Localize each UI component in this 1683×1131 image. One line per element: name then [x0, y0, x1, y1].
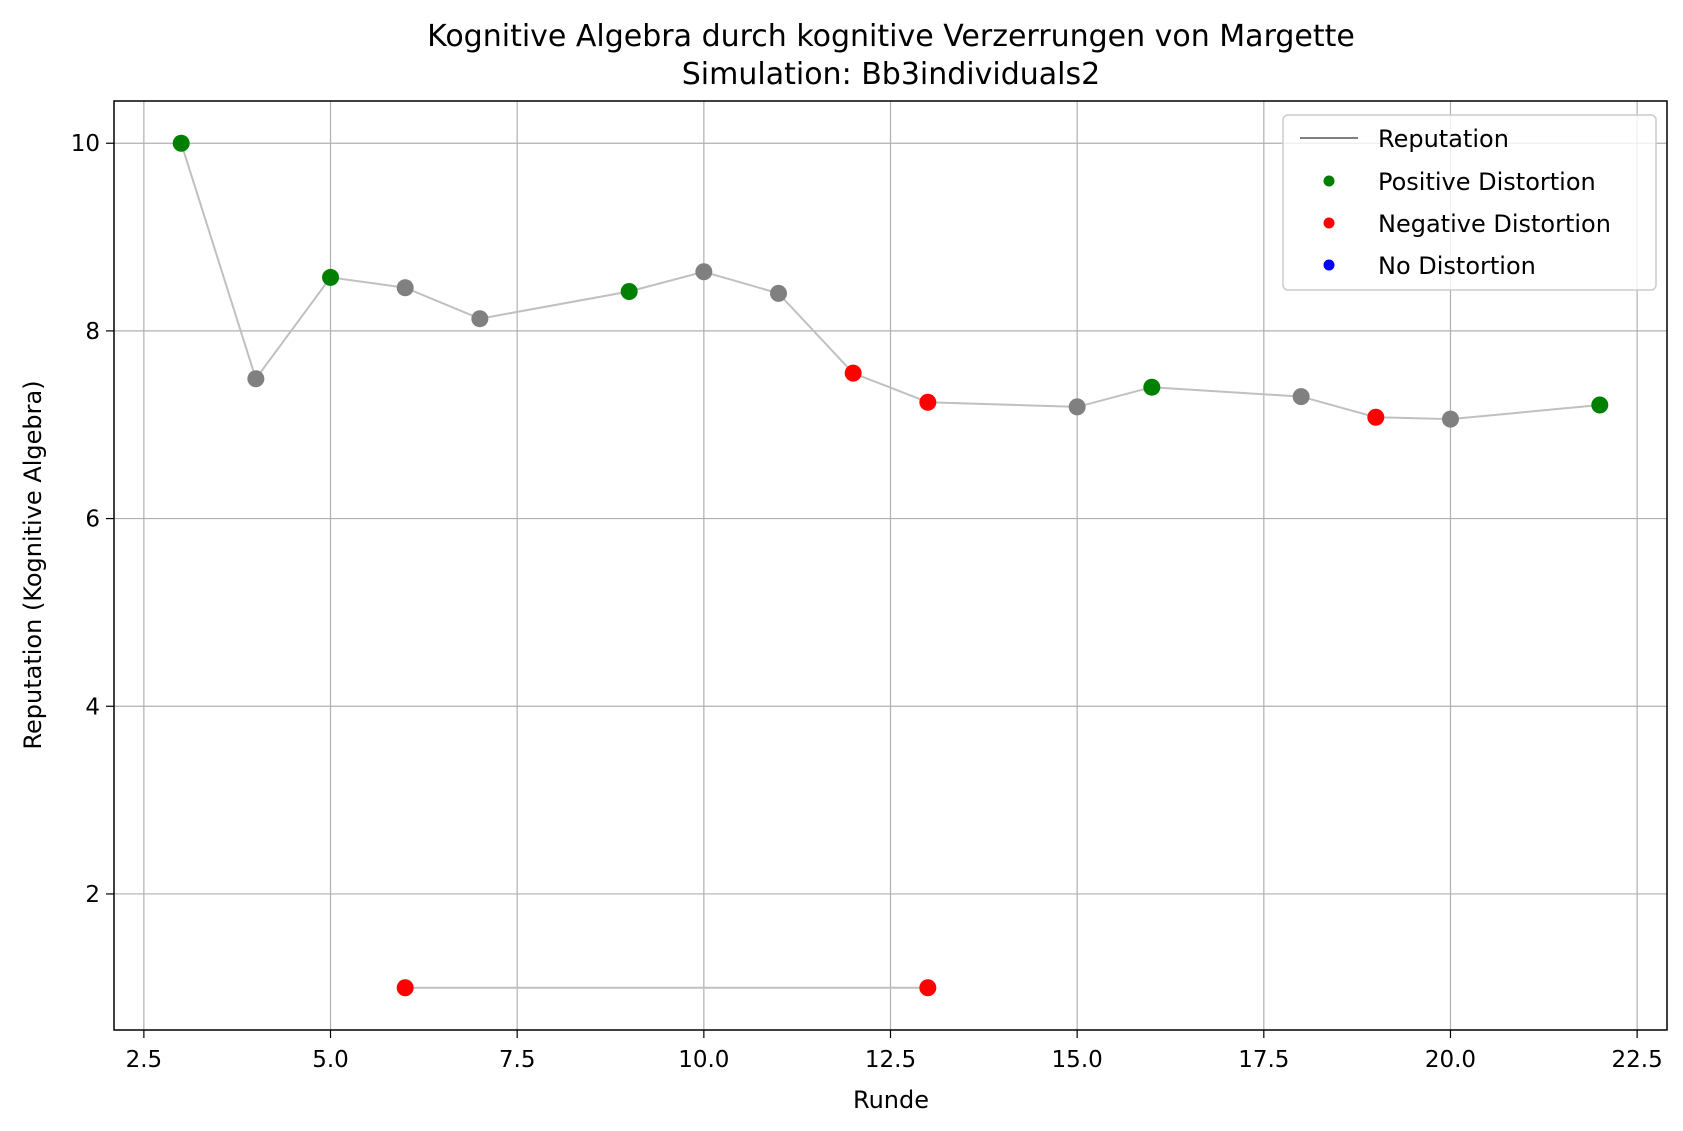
legend-negative-label: Negative Distortion: [1378, 210, 1611, 238]
y-tick-label: 2: [85, 882, 100, 908]
x-tick-label: 15.0: [1052, 1047, 1103, 1073]
x-tick-label: 12.5: [865, 1047, 916, 1073]
x-tick-label: 5.0: [312, 1047, 349, 1073]
x-axis-ticks: 2.5 5.0 7.5 10.0 12.5 15.0 17.5 20.0 22.5: [126, 1030, 1663, 1073]
legend-reputation-label: Reputation: [1378, 125, 1509, 153]
data-point-none: [695, 263, 713, 281]
series-lines: [180, 142, 1600, 989]
data-point-positive: [1591, 396, 1609, 414]
legend-positive-label: Positive Distortion: [1378, 168, 1596, 196]
x-tick-label: 17.5: [1238, 1047, 1289, 1073]
legend-none-marker-icon: [1323, 259, 1335, 271]
x-tick-label: 20.0: [1425, 1047, 1476, 1073]
data-point-none: [471, 310, 489, 328]
data-point-negative: [1367, 408, 1385, 426]
x-tick-label: 7.5: [499, 1047, 536, 1073]
series-line: [180, 142, 1600, 421]
data-point-negative: [919, 979, 937, 997]
y-tick-label: 8: [85, 319, 100, 345]
data-point-negative: [919, 393, 937, 411]
legend-none-label: No Distortion: [1378, 252, 1536, 280]
legend-frame: [1282, 114, 1657, 291]
y-axis-label: Reputation (Kognitive Algebra): [19, 380, 47, 749]
x-axis-label: Runde: [853, 1086, 929, 1114]
legend-negative-marker-icon: [1323, 217, 1335, 229]
data-point-none: [1068, 398, 1086, 416]
legend-positive-marker-icon: [1323, 175, 1335, 187]
data-point-positive: [322, 268, 340, 286]
data-point-positive: [1143, 378, 1161, 396]
y-tick-label: 10: [71, 131, 100, 157]
data-point-positive: [172, 134, 190, 152]
data-point-none: [770, 284, 788, 302]
x-tick-label: 10.0: [678, 1047, 729, 1073]
data-point-none: [1292, 388, 1310, 406]
legend: Reputation Positive Distortion Negative …: [1282, 114, 1657, 291]
data-point-negative: [844, 364, 862, 382]
y-tick-label: 4: [85, 694, 100, 720]
y-axis-ticks: 2 4 6 8 10: [71, 131, 114, 908]
data-point-negative: [396, 979, 414, 997]
x-tick-label: 22.5: [1612, 1047, 1663, 1073]
data-point-none: [1441, 410, 1459, 428]
data-point-none: [396, 279, 414, 297]
data-points: [172, 134, 1609, 997]
data-point-positive: [620, 282, 638, 300]
data-point-none: [247, 370, 265, 388]
x-tick-label: 2.5: [126, 1047, 163, 1073]
y-tick-label: 6: [85, 507, 100, 533]
chart-title: Kognitive Algebra durch kognitive Verzer…: [427, 19, 1355, 54]
chart-subtitle: Simulation: Bb3individuals2: [682, 57, 1100, 92]
